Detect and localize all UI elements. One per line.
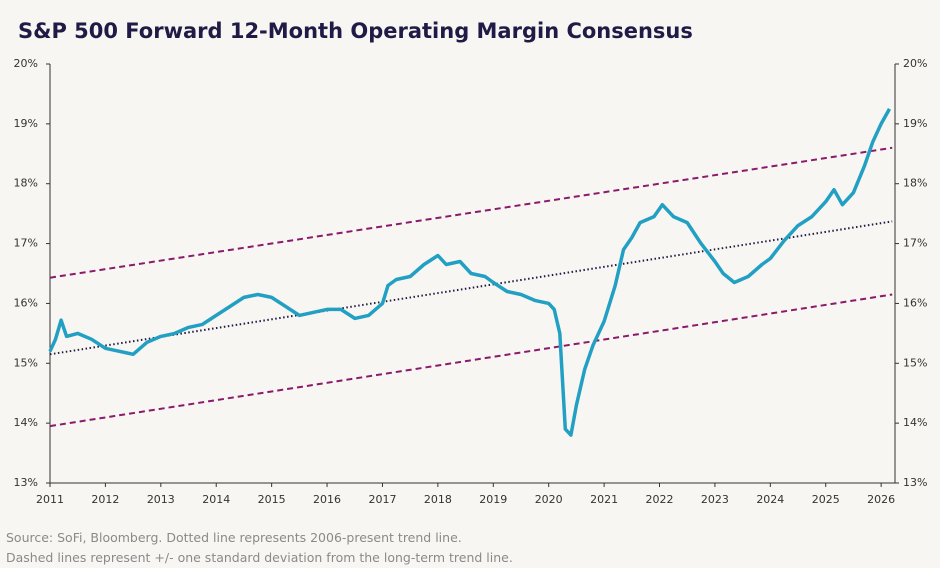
y-tick-label: 15%: [14, 356, 38, 369]
x-tick-label: 2023: [701, 493, 729, 506]
y-tick-label: 14%: [14, 416, 38, 429]
y2-tick-label: 14%: [903, 416, 927, 429]
x-tick-label: 2019: [479, 493, 507, 506]
source-note: Dashed lines represent +/- one standard …: [6, 550, 513, 565]
x-tick-label: 2016: [313, 493, 341, 506]
x-tick-label: 2026: [867, 493, 895, 506]
x-tick-label: 2022: [646, 493, 674, 506]
x-tick-label: 2025: [812, 493, 840, 506]
x-tick-label: 2020: [535, 493, 563, 506]
source-note: Source: SoFi, Bloomberg. Dotted line rep…: [6, 530, 462, 545]
y2-tick-label: 13%: [903, 476, 927, 489]
series-line: [49, 146, 893, 279]
y2-tick-label: 17%: [903, 237, 927, 250]
y-tick-label: 19%: [14, 117, 38, 130]
series-line: [49, 293, 893, 428]
y2-tick-label: 18%: [903, 177, 927, 190]
x-tick-label: 2013: [147, 493, 175, 506]
x-tick-label: 2021: [590, 493, 618, 506]
y2-tick-label: 19%: [903, 117, 927, 130]
y2-tick-label: 16%: [903, 296, 927, 309]
x-tick-label: 2012: [91, 493, 119, 506]
y-tick-label: 13%: [14, 476, 38, 489]
y-tick-label: 17%: [14, 237, 38, 250]
y-tick-label: 18%: [14, 177, 38, 190]
x-tick-label: 2017: [368, 493, 396, 506]
y2-tick-label: 20%: [903, 57, 927, 70]
y-tick-label: 16%: [14, 296, 38, 309]
y2-tick-label: 15%: [903, 356, 927, 369]
x-tick-label: 2015: [258, 493, 286, 506]
x-tick-label: 2014: [202, 493, 230, 506]
x-tick-label: 2011: [36, 493, 64, 506]
series-line: [48, 108, 892, 437]
x-tick-label: 2024: [756, 493, 784, 506]
x-tick-label: 2018: [424, 493, 452, 506]
chart-title: S&P 500 Forward 12-Month Operating Margi…: [18, 19, 693, 43]
y-tick-label: 20%: [14, 57, 38, 70]
